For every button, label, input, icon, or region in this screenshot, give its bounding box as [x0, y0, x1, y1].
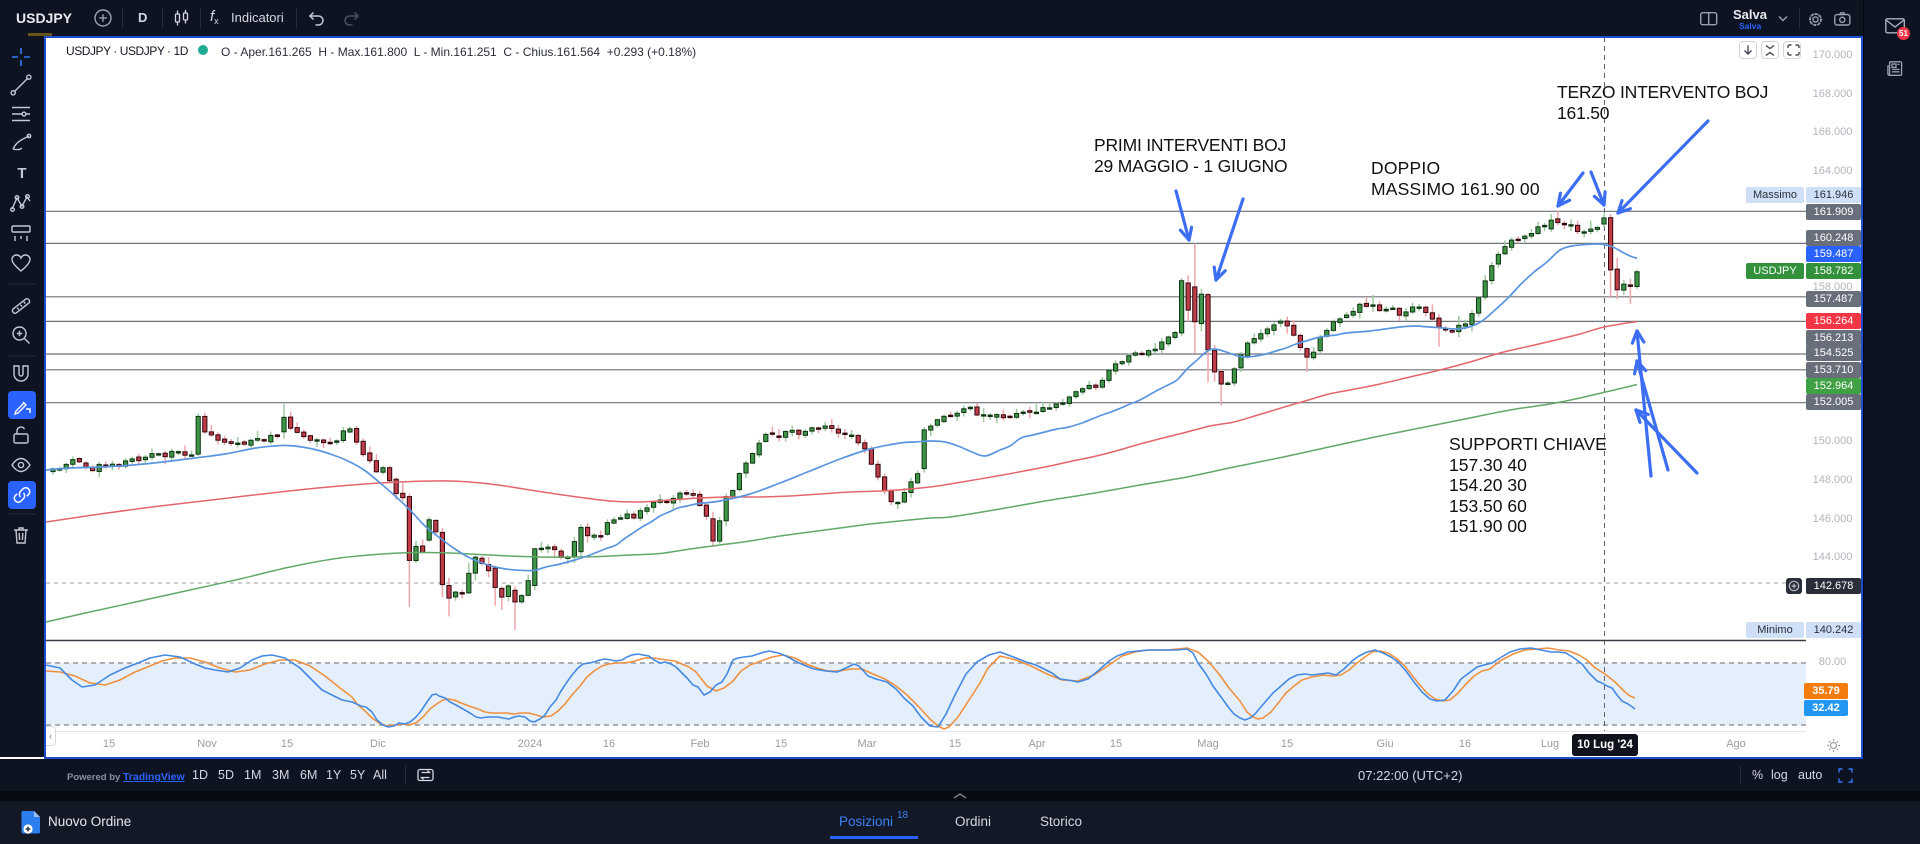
svg-text:T: T — [17, 165, 26, 182]
